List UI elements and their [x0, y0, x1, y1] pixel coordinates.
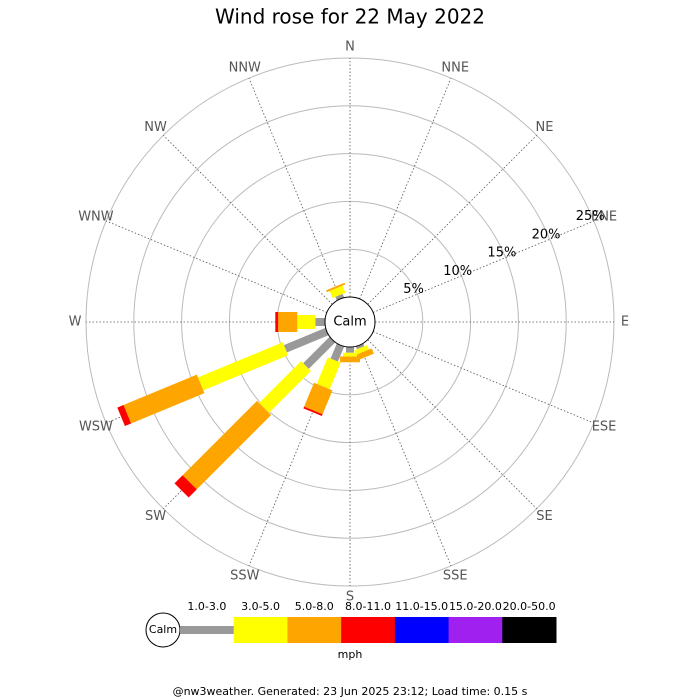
legend-label: 20.0-50.0	[503, 600, 556, 613]
ring-label: 5%	[403, 282, 424, 297]
direction-label: ESE	[592, 420, 617, 435]
bar-segment	[123, 374, 205, 424]
spoke	[163, 135, 333, 305]
direction-label: ENE	[591, 209, 617, 224]
bar-segment	[353, 348, 374, 362]
direction-label: NE	[535, 120, 553, 135]
ring-label: 15%	[487, 246, 516, 261]
spoke	[359, 77, 452, 300]
legend-swatch	[448, 617, 503, 643]
legend-swatch	[233, 617, 288, 643]
legend-label: 8.0-11.0	[345, 600, 391, 613]
direction-label: SSE	[443, 569, 468, 584]
legend-unit: mph	[338, 648, 363, 661]
bar-segment	[326, 282, 346, 293]
bar-segment	[117, 405, 132, 427]
legend-label: 15.0-20.0	[449, 600, 502, 613]
bar-segment	[304, 382, 333, 415]
bar-segment	[329, 285, 346, 299]
bar-segment	[259, 361, 311, 413]
ring-label: 10%	[443, 264, 472, 279]
chart-title: Wind rose for 22 May 2022	[215, 5, 485, 29]
ring-label: 25%	[576, 209, 605, 224]
spoke	[248, 77, 341, 300]
bar-segment	[303, 336, 336, 369]
legend-swatch	[502, 617, 557, 643]
spoke	[372, 220, 595, 313]
bar-segment	[335, 293, 345, 301]
calm-circle	[324, 296, 376, 348]
spoke	[372, 331, 595, 424]
ring-label: 20%	[532, 227, 561, 242]
direction-label: N	[345, 40, 355, 55]
bar-segment	[283, 327, 329, 353]
spoke	[359, 344, 452, 567]
bar-segment	[330, 343, 345, 362]
bar-segment	[303, 406, 323, 417]
legend-swatch	[394, 617, 450, 643]
bar-segment	[182, 400, 272, 490]
bar-segment	[316, 357, 341, 390]
direction-label: NW	[144, 120, 167, 135]
direction-label: SSW	[230, 569, 260, 584]
legend-swatch	[287, 617, 342, 643]
direction-label: WSW	[79, 420, 113, 435]
direction-label: NNW	[229, 60, 261, 75]
legend-label: 1.0-3.0	[187, 600, 226, 613]
bar-segment	[197, 342, 289, 391]
direction-label: S	[346, 590, 354, 605]
direction-label: SE	[536, 509, 552, 524]
legend-calm-label: Calm	[149, 623, 177, 636]
spoke	[367, 339, 537, 509]
grid-ring	[181, 153, 519, 491]
spoke	[105, 220, 328, 313]
direction-label: E	[621, 315, 629, 330]
spoke	[367, 135, 537, 305]
calm-label: Calm	[333, 315, 366, 330]
legend-label: 11.0-15.0	[395, 600, 448, 613]
direction-label: W	[69, 315, 82, 330]
direction-label: NNE	[441, 60, 469, 75]
legend-label: 5.0-8.0	[295, 600, 334, 613]
legend-label: 3.0-5.0	[241, 600, 280, 613]
legend-swatch	[341, 617, 396, 643]
direction-label: SW	[145, 509, 166, 524]
bar-segment	[354, 345, 369, 355]
grid-ring	[133, 105, 567, 539]
legend-swatch	[180, 626, 235, 634]
direction-label: WNW	[78, 209, 114, 224]
footer: @nw3weather. Generated: 23 Jun 2025 23:1…	[173, 685, 528, 698]
bar-segment	[174, 475, 197, 498]
